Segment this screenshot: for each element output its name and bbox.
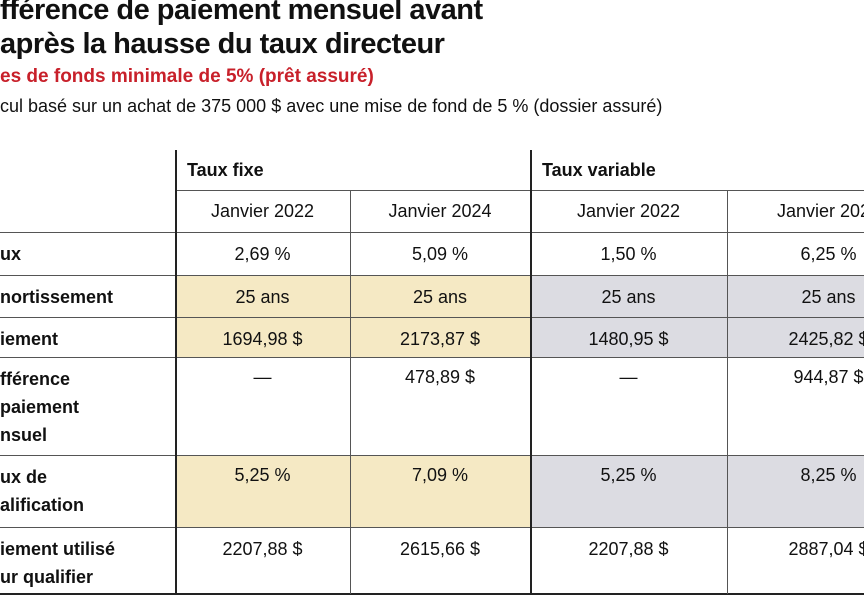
cell: — xyxy=(253,367,272,387)
cell: 25 ans xyxy=(350,275,530,317)
group-header: Taux variable xyxy=(542,160,656,180)
row-label: ux xyxy=(0,232,175,275)
group-rule xyxy=(530,150,532,594)
cell: 2425,82 $ xyxy=(727,317,864,357)
cell: 6,25 % xyxy=(800,244,857,264)
cell: 5,09 % xyxy=(411,244,469,264)
cell: 25 ans xyxy=(727,275,864,317)
bottom-rule xyxy=(0,593,864,595)
column-header: Janvier 2022 xyxy=(210,201,315,221)
row-label-line: ux xyxy=(0,244,22,264)
column-header: Janvier 2024 xyxy=(776,201,864,221)
cell: 2615,66 $ xyxy=(399,539,481,559)
row-label: iement xyxy=(0,317,175,357)
cell: 25 ans xyxy=(530,275,727,317)
row-rule xyxy=(175,190,864,191)
row-rule xyxy=(0,232,864,233)
cell: — xyxy=(619,367,638,387)
row-rule xyxy=(0,317,864,318)
row-label: fférence paiement nsuel xyxy=(0,357,175,455)
cell: 25 ans xyxy=(175,275,350,317)
row-rule xyxy=(0,357,864,358)
title-line: après la hausse du taux directeur xyxy=(0,28,445,60)
cell: 2887,04 $ xyxy=(788,539,864,559)
subtitle: es de fonds minimale de 5% (prêt assuré) xyxy=(0,66,374,87)
row-rule xyxy=(0,275,864,276)
row-label-line: nsuel xyxy=(0,425,48,445)
cell: 1480,95 $ xyxy=(530,317,727,357)
cell: 2207,88 $ xyxy=(222,539,303,559)
cell: 1694,98 $ xyxy=(175,317,350,357)
column-header: Janvier 2022 xyxy=(576,201,681,221)
cell: 8,25 % xyxy=(727,455,864,527)
row-label-line: nortissement xyxy=(0,287,114,307)
row-label: iement utilisé ur qualifier xyxy=(0,527,175,594)
row-label-line: ur qualifier xyxy=(0,567,94,587)
row-label-line: ux de xyxy=(0,467,48,487)
cell: 1,50 % xyxy=(600,244,657,264)
row-label-line: fférence xyxy=(0,369,71,389)
column-rule xyxy=(350,190,351,594)
group-rule xyxy=(175,150,177,594)
row-rule xyxy=(0,527,864,528)
row-rule xyxy=(0,455,864,456)
group-header: Taux fixe xyxy=(187,160,264,180)
title-line: fférence de paiement mensuel avant xyxy=(0,0,483,26)
column-header: Janvier 2024 xyxy=(388,201,492,221)
row-label-line: paiement xyxy=(0,397,80,417)
row-label: ux de alification xyxy=(0,455,175,527)
cell: 5,25 % xyxy=(530,455,727,527)
note: cul basé sur un achat de 375 000 $ avec … xyxy=(0,96,663,116)
cell: 2207,88 $ xyxy=(588,539,669,559)
row-label-line: iement xyxy=(0,329,59,349)
cell: 2173,87 $ xyxy=(350,317,530,357)
cell: 5,25 % xyxy=(175,455,350,527)
row-label-line: iement utilisé xyxy=(0,539,116,559)
row-label-line: alification xyxy=(0,495,85,515)
cell: 7,09 % xyxy=(350,455,530,527)
cell: 478,89 $ xyxy=(404,367,476,387)
cell: 944,87 $ xyxy=(793,367,864,387)
column-rule xyxy=(727,190,728,594)
cell: 2,69 % xyxy=(234,244,291,264)
row-label: nortissement xyxy=(0,275,175,317)
